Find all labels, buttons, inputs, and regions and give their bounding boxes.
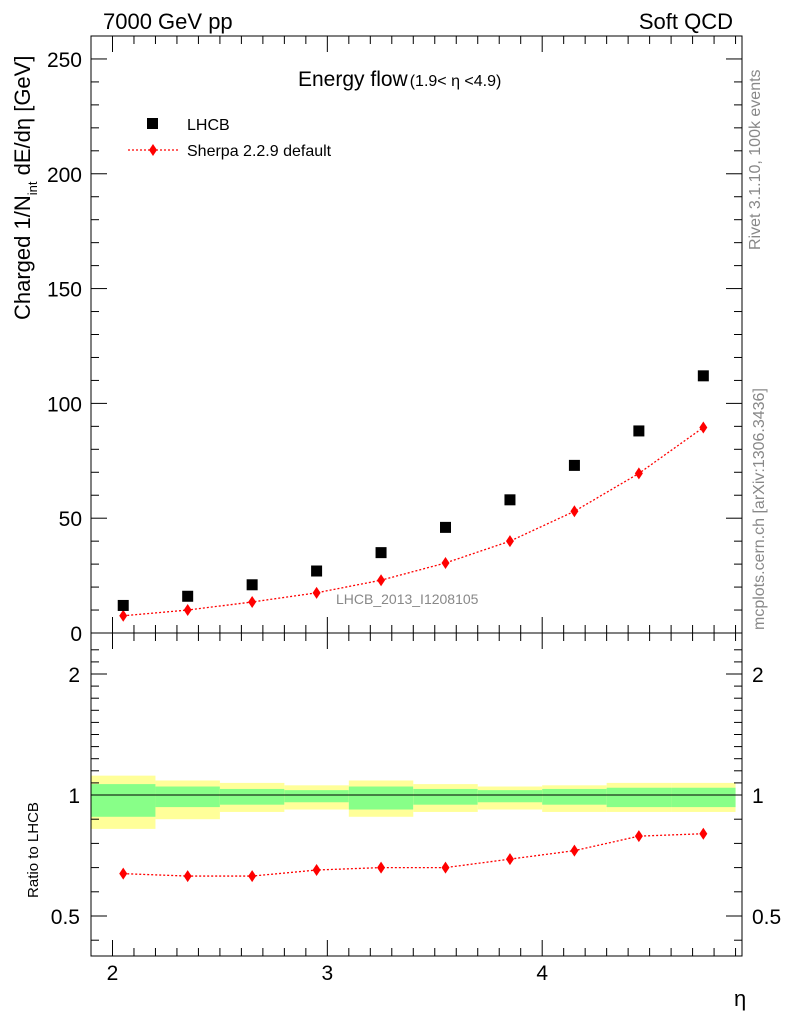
sherpa-point — [699, 421, 708, 434]
ratio-y-tick-label-right: 2 — [752, 664, 764, 687]
ratio-y-tick-label-left: 1 — [68, 785, 80, 808]
x-tick-label: 3 — [321, 962, 333, 985]
ratio-uncertainty-bands — [91, 775, 736, 829]
ratio-sherpa-line — [123, 833, 704, 877]
main-y-tick-label: 150 — [47, 279, 82, 302]
lhcb-point — [504, 494, 516, 506]
lhcb-point — [311, 565, 323, 577]
main-axis-ticks — [90, 35, 742, 634]
lhcb-point — [440, 521, 452, 533]
ratio-sherpa-point — [312, 864, 321, 877]
ratio-sherpa-point — [634, 830, 643, 843]
header-energy-label: 7000 GeV pp — [103, 9, 233, 34]
ratio-sherpa-point — [699, 827, 708, 840]
ratio-sherpa-point — [183, 870, 192, 883]
inner-band-segment — [155, 786, 220, 808]
inner-band-segment — [542, 788, 607, 805]
lhcb-point — [246, 579, 258, 591]
main-panel: 0 50 100 150 200 250 Charged 1/Nint dE/dη [Ge… — [10, 35, 743, 646]
legend: LHCB Sherpa 2.2.9 default — [128, 117, 332, 160]
ratio-y-axis-label: Ratio to LHCB — [25, 802, 42, 898]
ratio-sherpa-point — [119, 867, 128, 880]
legend-lhcb-label: LHCB — [187, 117, 230, 134]
main-y-tick-label: 100 — [47, 393, 82, 416]
mcplots-reference-label: mcplots.cern.ch [arXiv:1306.3436] — [751, 388, 768, 630]
main-series-layer — [117, 370, 709, 622]
rivet-version-label: Rivet 3.1.10, 100k events — [747, 69, 764, 250]
legend-sherpa-label: Sherpa 2.2.9 default — [187, 143, 332, 160]
inner-band-segment — [477, 790, 543, 803]
main-y-tick-label: 50 — [59, 508, 82, 531]
ratio-axis-ticks — [90, 633, 742, 956]
main-y-tick-labels: 0 50 100 150 200 250 — [47, 49, 82, 646]
lhcb-point — [633, 425, 645, 437]
legend-sherpa-marker — [149, 144, 157, 156]
ratio-sherpa-point — [505, 853, 514, 866]
ratio-panel: 0.5 0.5 1 1 2 2 2 3 4 Ratio to LHCB η — [25, 632, 781, 1011]
sherpa-point — [377, 574, 386, 587]
x-tick-label: 2 — [107, 962, 119, 985]
ratio-sherpa-point — [377, 861, 386, 874]
sherpa-point — [634, 467, 643, 480]
sherpa-point — [248, 596, 257, 609]
main-y-axis-label: Charged 1/Nint dE/dη [GeV] — [10, 56, 40, 320]
sherpa-point — [312, 586, 321, 599]
x-axis-label: η — [734, 986, 746, 1011]
ratio-y-tick-labels: 0.5 0.5 1 1 2 2 — [51, 664, 781, 929]
ratio-sherpa-point — [248, 870, 257, 883]
legend-lhcb-marker — [147, 118, 158, 129]
ratio-y-tick-label-left: 2 — [68, 664, 80, 687]
header-category-label: Soft QCD — [639, 9, 733, 34]
sherpa-point — [570, 505, 579, 518]
inner-band-segment — [219, 788, 285, 805]
sherpa-point — [119, 609, 128, 622]
sherpa-line — [123, 426, 704, 617]
ratio-series-layer — [119, 827, 708, 883]
lhcb-point — [697, 370, 709, 382]
lhcb-point — [375, 547, 387, 559]
lhcb-point — [117, 599, 129, 611]
x-tick-label: 4 — [536, 962, 548, 985]
lhcb-point — [182, 590, 194, 602]
ratio-y-tick-label-right: 1 — [752, 785, 764, 808]
inner-band-segment — [413, 788, 478, 805]
main-y-tick-label: 200 — [47, 164, 82, 187]
ratio-y-tick-label-left: 0.5 — [51, 906, 80, 929]
chart-title: Energy flow (1.9< η <4.9) — [298, 68, 501, 91]
sherpa-point — [183, 604, 192, 617]
main-y-tick-label: 250 — [47, 49, 82, 72]
lhcb-point — [568, 459, 580, 471]
inner-band-segment — [606, 787, 672, 808]
inner-band-segment — [348, 786, 414, 810]
main-y-tick-label: 0 — [70, 623, 82, 646]
ratio-sherpa-point — [441, 861, 450, 874]
sherpa-point — [441, 556, 450, 569]
ratio-x-tick-labels: 2 3 4 — [107, 962, 549, 985]
ratio-plot-frame — [90, 632, 743, 957]
inner-band-segment — [284, 790, 349, 803]
inner-band-segment — [671, 787, 736, 808]
ratio-sherpa-point — [570, 844, 579, 857]
sherpa-point — [505, 535, 514, 548]
analysis-watermark: LHCB_2013_I1208105 — [336, 591, 479, 607]
ratio-y-tick-label-right: 0.5 — [752, 906, 781, 929]
inner-band-segment — [91, 784, 156, 817]
